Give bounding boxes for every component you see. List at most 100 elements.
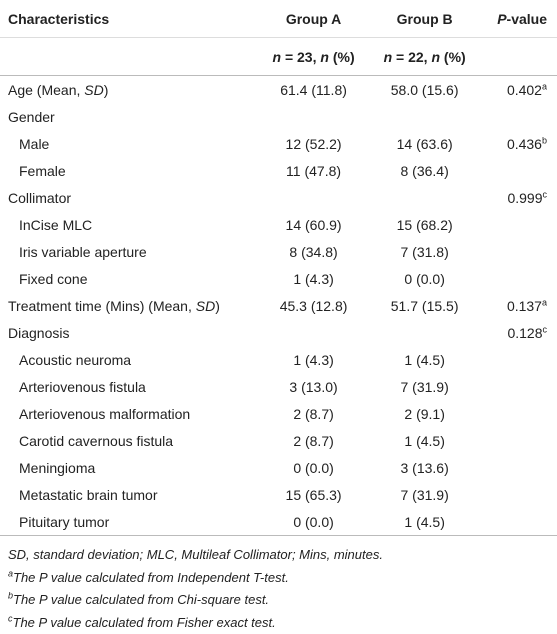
table-cell — [258, 103, 369, 130]
table-cell: 12 (52.2) — [258, 130, 369, 157]
table-cell: 0 (0.0) — [258, 454, 369, 481]
table-cell: 3 (13.6) — [369, 454, 480, 481]
table-cell — [480, 427, 557, 454]
table-cell: 0 (0.0) — [258, 508, 369, 536]
table-cell: 0.436b — [480, 130, 557, 157]
table-cell — [480, 346, 557, 373]
table-cell: 7 (31.9) — [369, 481, 480, 508]
table-cell: Meningioma — [0, 454, 258, 481]
table-cell: Female — [0, 157, 258, 184]
table-row: InCise MLC 14 (60.9) 15 (68.2) — [0, 211, 557, 238]
table-cell: 3 (13.0) — [258, 373, 369, 400]
table-row: Female 11 (47.8) 8 (36.4) — [0, 157, 557, 184]
table-cell — [480, 481, 557, 508]
cell-text: Group B — [397, 11, 453, 27]
footnote: cThe P value calculated from Fisher exac… — [8, 612, 549, 634]
cell-text: Male — [19, 136, 49, 152]
table-cell: 2 (9.1) — [369, 400, 480, 427]
cell-text: Carotid cavernous fistula — [19, 433, 173, 449]
cell-text: 8 (34.8) — [289, 244, 337, 260]
table-cell: Collimator — [0, 184, 258, 211]
text-segment: n — [273, 49, 282, 65]
table-cell: 1 (4.5) — [369, 346, 480, 373]
cell-text: 51.7 (15.5) — [391, 298, 459, 314]
cell-text: 0 (0.0) — [404, 271, 444, 287]
table-row: Treatment time (Mins) (Mean, SD) 45.3 (12… — [0, 292, 557, 319]
table-cell: 1 (4.5) — [369, 427, 480, 454]
table-cell: 61.4 (11.8) — [258, 76, 369, 104]
cell-text: 45.3 (12.8) — [280, 298, 348, 314]
table-row: Pituitary tumor 0 (0.0) 1 (4.5) — [0, 508, 557, 536]
table-cell: Metastatic brain tumor — [0, 481, 258, 508]
text-segment: ) — [215, 298, 220, 314]
table-cell: 1 (4.3) — [258, 265, 369, 292]
table-cell: 14 (60.9) — [258, 211, 369, 238]
table-cell: P-value — [480, 0, 557, 38]
cell-text: Arteriovenous malformation — [19, 406, 190, 422]
text-segment: Age (Mean, — [8, 82, 84, 98]
cell-text: 0 (0.0) — [293, 514, 333, 530]
superscript: c — [543, 189, 548, 199]
cell-text: 1 (4.3) — [293, 271, 333, 287]
table-cell: Group B — [369, 0, 480, 38]
text-segment: SD, standard deviation; MLC, Multileaf C… — [8, 547, 383, 562]
cell-text: Metastatic brain tumor — [19, 487, 158, 503]
cell-text: 11 (47.8) — [286, 163, 341, 179]
text-segment: = 22, — [392, 49, 431, 65]
table-cell: 2 (8.7) — [258, 400, 369, 427]
table-row: Gender — [0, 103, 557, 130]
superscript: a — [542, 81, 547, 91]
cell-text: 12 (52.2) — [286, 136, 342, 152]
table-cell: 11 (47.8) — [258, 157, 369, 184]
table-row: Fixed cone 1 (4.3) 0 (0.0) — [0, 265, 557, 292]
table-cell: Gender — [0, 103, 258, 130]
text-segment: ) — [104, 82, 109, 98]
footnotes: SD, standard deviation; MLC, Multileaf C… — [0, 536, 557, 634]
table-row: n = 23, n (%)n = 22, n (%) — [0, 38, 557, 76]
cell-text: Fixed cone — [19, 271, 87, 287]
table-cell — [480, 157, 557, 184]
table-cell: InCise MLC — [0, 211, 258, 238]
footnote: bThe P value calculated from Chi-square … — [8, 589, 549, 612]
table-cell: Arteriovenous malformation — [0, 400, 258, 427]
text-segment: The P value calculated from Fisher exact… — [13, 615, 276, 630]
text-segment: n — [431, 49, 440, 65]
text-segment: = 23, — [281, 49, 320, 65]
superscript: b — [542, 135, 547, 145]
cell-text: 0 (0.0) — [293, 460, 333, 476]
table-cell — [258, 184, 369, 211]
footnote: SD, standard deviation; MLC, Multileaf C… — [8, 544, 549, 567]
cell-text: InCise MLC — [19, 217, 92, 233]
table-cell — [480, 103, 557, 130]
table-cell: Pituitary tumor — [0, 508, 258, 536]
cell-text: 2 (8.7) — [293, 406, 333, 422]
cell-text: 15 (68.2) — [397, 217, 453, 233]
text-segment: Treatment time (Mins) (Mean, — [8, 298, 196, 314]
text-segment: (%) — [329, 49, 355, 65]
text-segment: 0.137 — [507, 298, 542, 314]
table-cell: Treatment time (Mins) (Mean, SD) — [0, 292, 258, 319]
cell-text: 3 (13.0) — [289, 379, 337, 395]
cell-text: 61.4 (11.8) — [280, 82, 347, 98]
text-segment: P — [497, 11, 506, 27]
table-cell: 0.128c — [480, 319, 557, 346]
cell-text: 1 (4.5) — [404, 514, 444, 530]
table-cell — [0, 38, 258, 76]
cell-text: 8 (36.4) — [401, 163, 449, 179]
table-cell: Group A — [258, 0, 369, 38]
cell-text: Pituitary tumor — [19, 514, 109, 530]
table-cell: 0.137a — [480, 292, 557, 319]
cell-text: 14 (60.9) — [286, 217, 342, 233]
table-cell: n = 23, n (%) — [258, 38, 369, 76]
table-cell: 7 (31.9) — [369, 373, 480, 400]
cell-text: 7 (31.9) — [401, 379, 449, 395]
cell-text: 58.0 (15.6) — [391, 82, 459, 98]
cell-text: Acoustic neuroma — [19, 352, 131, 368]
superscript: c — [543, 324, 548, 334]
cell-text: 1 (4.5) — [404, 352, 444, 368]
table-cell: 14 (63.6) — [369, 130, 480, 157]
